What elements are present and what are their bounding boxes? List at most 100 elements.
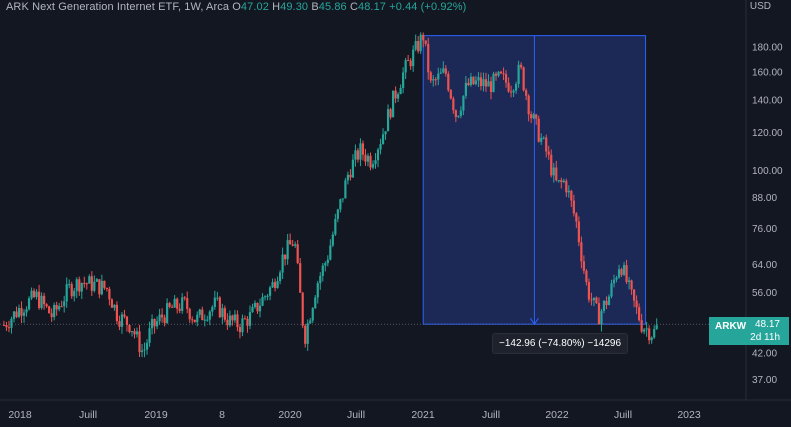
candle-body: [595, 297, 598, 304]
candle-body: [183, 297, 186, 299]
candle-body: [193, 319, 196, 323]
candle-body: [153, 319, 156, 327]
candle-body: [545, 137, 548, 152]
candle-body: [93, 281, 96, 291]
candle-body: [376, 149, 380, 161]
time-axis-tick-label: Juill: [347, 409, 365, 421]
price-tag-price: 48.17: [754, 319, 780, 330]
candle-body: [150, 319, 154, 329]
candle-body: [602, 300, 606, 311]
candle-body: [419, 34, 422, 52]
candle-body: [379, 144, 382, 150]
candle-body: [537, 118, 540, 142]
candle-body: [572, 200, 575, 214]
close-label: C: [349, 1, 358, 13]
candle-body: [336, 209, 339, 219]
candle-body: [532, 114, 535, 119]
open-label: O: [232, 1, 241, 13]
candle-body: [587, 282, 591, 300]
candle-body: [640, 320, 643, 332]
candle-body: [133, 331, 136, 335]
candle-body: [645, 328, 648, 330]
candle-body: [188, 308, 191, 320]
candle-body: [577, 221, 580, 243]
candle-body: [494, 73, 498, 76]
candle-body: [359, 143, 362, 160]
candle-body: [402, 72, 405, 89]
candle-body: [304, 325, 307, 344]
candle-body: [221, 308, 224, 318]
candle-body: [301, 292, 304, 326]
price-axis-tick-label: 180.00: [752, 43, 783, 54]
candle-body: [208, 311, 211, 320]
candle-body: [178, 308, 181, 311]
candle-body: [437, 73, 440, 80]
candle-body: [321, 265, 324, 276]
candle-body: [213, 297, 216, 307]
candle-body: [502, 73, 505, 75]
candle-body: [268, 287, 272, 296]
candle-body: [319, 275, 322, 284]
candle-body: [570, 190, 573, 201]
candle-body: [499, 71, 503, 74]
measure-layer[interactable]: [422, 35, 647, 326]
candle-body: [459, 110, 462, 116]
candle-body: [289, 240, 292, 245]
candle-body: [409, 60, 412, 67]
price-axis-tick-label: 42.00: [752, 349, 777, 360]
time-axis-tick-label: 2022: [545, 409, 569, 421]
price-tag-countdown: 2d 11h: [750, 332, 780, 343]
candle-body: [314, 297, 317, 309]
candle-body: [562, 180, 565, 183]
candle-body: [171, 306, 174, 308]
candle-body: [75, 279, 78, 291]
candle-body: [575, 213, 578, 222]
candle-body: [469, 76, 473, 86]
candle-body: [226, 319, 229, 326]
time-axis[interactable]: 2018 Juill 2019 8 2020 Juill 2021 Juill 2022 Juil…: [8, 409, 701, 421]
candle-body: [43, 295, 46, 305]
candle-body: [223, 308, 226, 320]
candle-body: [299, 263, 302, 293]
price-axis-tick-label: 88.00: [752, 193, 777, 204]
candle-body: [296, 244, 299, 264]
time-axis-tick-label: 2023: [677, 409, 701, 421]
candle-body: [422, 34, 425, 41]
candle-body: [525, 90, 528, 96]
candle-body: [442, 68, 445, 73]
candle-body: [145, 342, 149, 350]
candle-body: [434, 79, 437, 81]
candle-body: [80, 283, 83, 292]
candle-body: [592, 297, 596, 301]
candle-body: [228, 315, 231, 326]
candle-body: [648, 328, 651, 341]
candle-body: [53, 304, 56, 318]
candle-body: [233, 314, 237, 321]
candle-body: [216, 297, 219, 299]
candle-body: [627, 280, 631, 283]
candle-body: [118, 321, 121, 327]
candle-body: [261, 297, 264, 306]
candle-body: [291, 244, 294, 246]
candle-body: [394, 90, 397, 99]
candle-body: [50, 313, 53, 318]
candle-body: [311, 308, 314, 321]
time-axis-tick-label: Juill: [79, 409, 97, 421]
candle-body: [120, 314, 124, 327]
candle-body: [201, 309, 204, 321]
candle-body: [361, 143, 365, 155]
candle-body: [130, 331, 134, 333]
candle-body: [462, 95, 465, 111]
price-axis[interactable]: 180.00 160.00 140.00 120.00 100.00 88.00 76.00…: [752, 43, 783, 387]
candle-body: [509, 91, 513, 93]
candle-body: [610, 283, 613, 297]
currency-label[interactable]: USD: [749, 1, 771, 12]
time-axis-tick-label: 2021: [411, 409, 435, 421]
candle-body: [176, 298, 179, 309]
low-value: 45.86: [318, 1, 347, 13]
change-value: +0.44 (+0.92%): [389, 1, 467, 13]
candle-body: [37, 291, 41, 308]
candle-body: [507, 82, 510, 92]
chart-legend: ARK Next Generation Internet ETF, 1W, Ar…: [6, 1, 466, 13]
